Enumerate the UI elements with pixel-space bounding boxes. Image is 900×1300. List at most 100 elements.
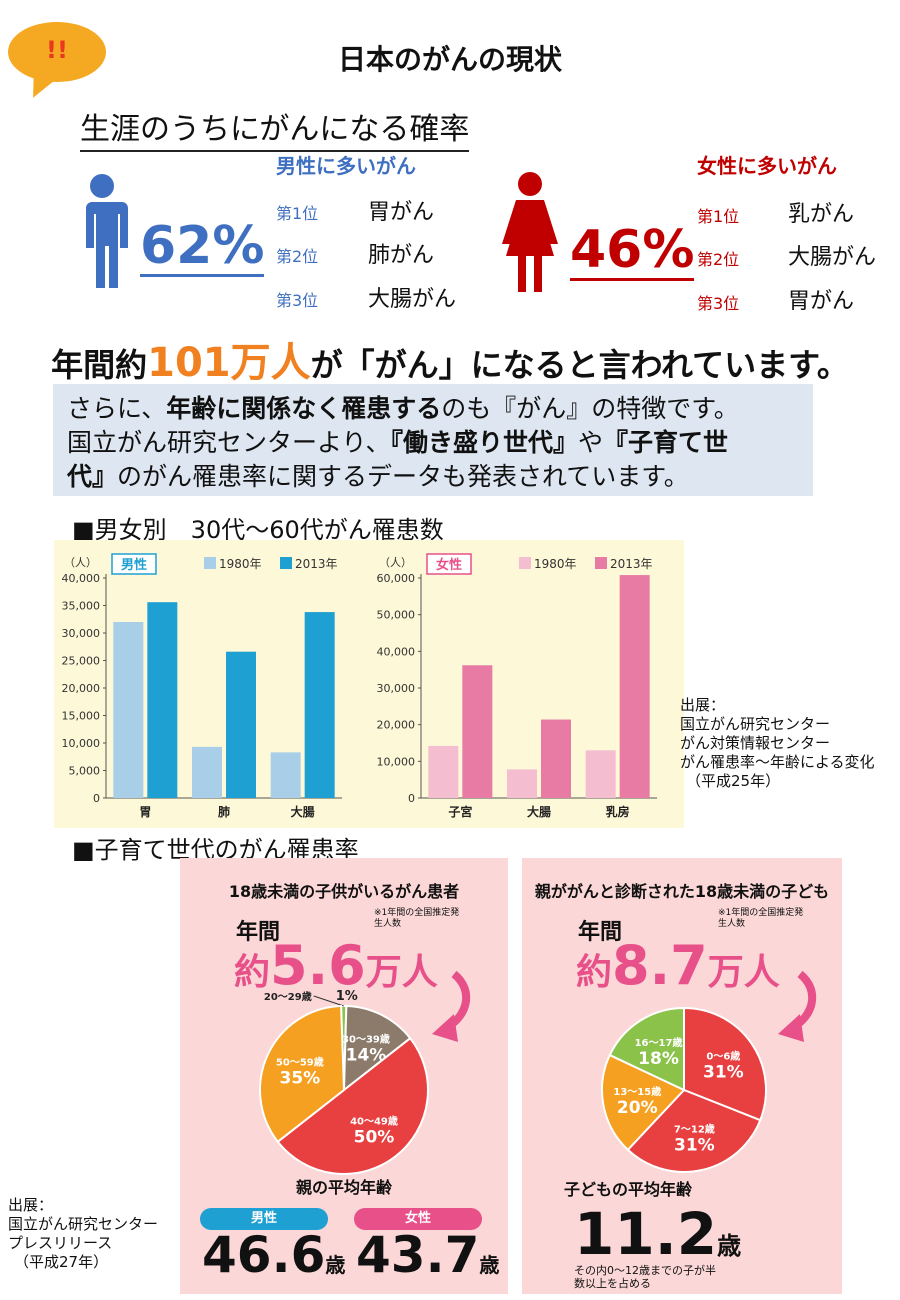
pie-slice bbox=[601, 1053, 686, 1152]
annual-number: 101万人 bbox=[147, 340, 311, 386]
source1-line: 出展： bbox=[680, 696, 726, 714]
info-emph: 代』 bbox=[67, 462, 118, 491]
bar bbox=[585, 750, 616, 798]
parent-panel: 18歳未満の子供がいるがん患者 年間 ※1年間の全国推定発生人数 約5.6万人 … bbox=[180, 858, 508, 1294]
bubble-text: !! bbox=[46, 36, 68, 64]
female-pill: 女性 bbox=[354, 1208, 482, 1230]
male-pill: 男性 bbox=[200, 1208, 328, 1230]
pie-slice bbox=[626, 1088, 762, 1173]
pie-slice-value: 14% bbox=[346, 1046, 387, 1066]
info-line2: 国立がん研究センターより、『働き盛り世代』や『子育て世 bbox=[67, 426, 813, 460]
parent-avg-title: 親の平均年齢 bbox=[295, 1178, 392, 1197]
child-panel-title: 親ががんと診断された18歳未満の子ども bbox=[534, 882, 830, 901]
y-tick-label: 30,000 bbox=[62, 627, 101, 640]
child-amount: 約8.7万人 bbox=[576, 934, 780, 997]
female-rank3-label: 第3位 bbox=[697, 294, 740, 313]
child-amount-num: 8.7 bbox=[612, 934, 708, 997]
bar bbox=[304, 612, 335, 798]
child-age-unit: 歳 bbox=[717, 1232, 742, 1260]
section1-heading: ■男女別 30代〜60代がん罹患数 bbox=[72, 516, 444, 544]
bar bbox=[113, 622, 144, 798]
parent-amount-num: 5.6 bbox=[270, 934, 366, 997]
bar bbox=[226, 651, 256, 798]
parent-amount-unit: 万人 bbox=[365, 952, 438, 993]
legend-swatch bbox=[204, 557, 216, 569]
info-emph: 『働き盛り世代』 bbox=[390, 428, 579, 457]
y-axis-unit: （人） bbox=[379, 556, 412, 569]
male-header: 男性に多いがん bbox=[276, 154, 416, 178]
female-age-unit: 歳 bbox=[479, 1253, 500, 1277]
female-header: 女性に多いがん bbox=[697, 154, 837, 178]
pie-slice-value: 31% bbox=[674, 1135, 715, 1155]
child-amount-unit: 万人 bbox=[707, 952, 780, 993]
chart-badge: 女性 bbox=[436, 557, 462, 573]
legend-label: 1980年 bbox=[219, 557, 262, 571]
pie-slice bbox=[683, 1006, 767, 1122]
pie-slice-label: 40〜49歳 bbox=[350, 1114, 398, 1127]
parent-note: ※1年間の全国推定発生人数 bbox=[374, 908, 460, 929]
x-tick-label: 大腸 bbox=[291, 804, 315, 819]
pie-slice-value: 35% bbox=[279, 1068, 320, 1088]
source2: 出展： 国立がん研究センター プレスリリース （平成27年） bbox=[8, 1196, 158, 1272]
female-percent: 46% bbox=[570, 220, 695, 281]
source2-line: プレスリリース bbox=[8, 1234, 113, 1252]
source1-line: がん対策情報センター bbox=[680, 734, 831, 752]
legend-swatch bbox=[280, 557, 292, 569]
info-text: のがん罹患率に関するデータも発表されています。 bbox=[117, 462, 689, 491]
parent-amount-pre: 約 bbox=[234, 952, 271, 993]
female-rank2-label: 第2位 bbox=[697, 250, 740, 269]
x-tick-label: 大腸 bbox=[527, 804, 551, 819]
y-tick-label: 30,000 bbox=[377, 682, 416, 695]
female-rank1-name: 乳がん bbox=[788, 202, 855, 227]
chart-badge: 男性 bbox=[121, 557, 147, 573]
y-tick-label: 0 bbox=[93, 792, 100, 805]
y-tick-label: 50,000 bbox=[377, 609, 416, 622]
legend-swatch bbox=[519, 557, 531, 569]
male-bar-chart: （人） 男性 1980年 2013年 0 5,000 10,000 15,000 20,000 2… bbox=[62, 553, 342, 819]
y-tick-label: 35,000 bbox=[62, 600, 101, 613]
male-rank2-label: 第2位 bbox=[276, 247, 319, 266]
male-age-value: 46.6 bbox=[202, 1226, 326, 1284]
male-rank1-label: 第1位 bbox=[276, 204, 319, 223]
legend-label: 2013年 bbox=[610, 557, 653, 571]
pie-leader-line bbox=[313, 995, 344, 1007]
info-text: のも『がん』の特徴です。 bbox=[441, 394, 739, 423]
source1-line: がん罹患率〜年齢による変化 bbox=[680, 753, 875, 771]
pie-slice bbox=[342, 1005, 412, 1093]
exclaim-bubble bbox=[8, 22, 106, 82]
female-figure-icon bbox=[502, 172, 558, 292]
pie-slice-value: 31% bbox=[703, 1062, 744, 1082]
x-tick-label: 肺 bbox=[218, 804, 230, 819]
info-text: や bbox=[578, 428, 604, 457]
pie-slice-value: 20% bbox=[617, 1098, 658, 1118]
annual-post: が「がん」になると言われています。 bbox=[310, 346, 849, 384]
parent-panel-title: 18歳未満の子供がいるがん患者 bbox=[228, 882, 460, 901]
child-age: 11.2歳 bbox=[574, 1200, 741, 1268]
y-axis-unit: （人） bbox=[64, 556, 97, 569]
legend-label: 2013年 bbox=[295, 557, 338, 571]
male-figure-icon bbox=[82, 174, 128, 288]
bar bbox=[270, 752, 301, 798]
pie-slice bbox=[259, 1005, 346, 1144]
y-tick-label: 0 bbox=[408, 792, 415, 805]
curved-arrow-icon bbox=[778, 970, 817, 1042]
pie-slice-value: 18% bbox=[638, 1049, 679, 1069]
info-text: 国立がん研究センターより、 bbox=[67, 428, 391, 457]
y-tick-label: 40,000 bbox=[62, 572, 101, 585]
y-tick-label: 20,000 bbox=[62, 682, 101, 695]
pie-slice-value: 50% bbox=[354, 1127, 395, 1147]
parent-annual-label: 年間 bbox=[236, 920, 281, 945]
bar bbox=[147, 602, 178, 798]
male-age-unit: 歳 bbox=[325, 1253, 346, 1277]
male-percent: 62% bbox=[140, 216, 265, 277]
bar bbox=[192, 746, 222, 798]
male-rank2-name: 肺がん bbox=[368, 243, 435, 268]
bar bbox=[462, 665, 493, 798]
pie-slice-label: 50〜59歳 bbox=[276, 1055, 324, 1068]
female-rank2-name: 大腸がん bbox=[788, 245, 877, 270]
curved-arrow-icon bbox=[432, 970, 471, 1042]
female-rank1-label: 第1位 bbox=[697, 207, 740, 226]
y-tick-label: 15,000 bbox=[62, 710, 101, 723]
